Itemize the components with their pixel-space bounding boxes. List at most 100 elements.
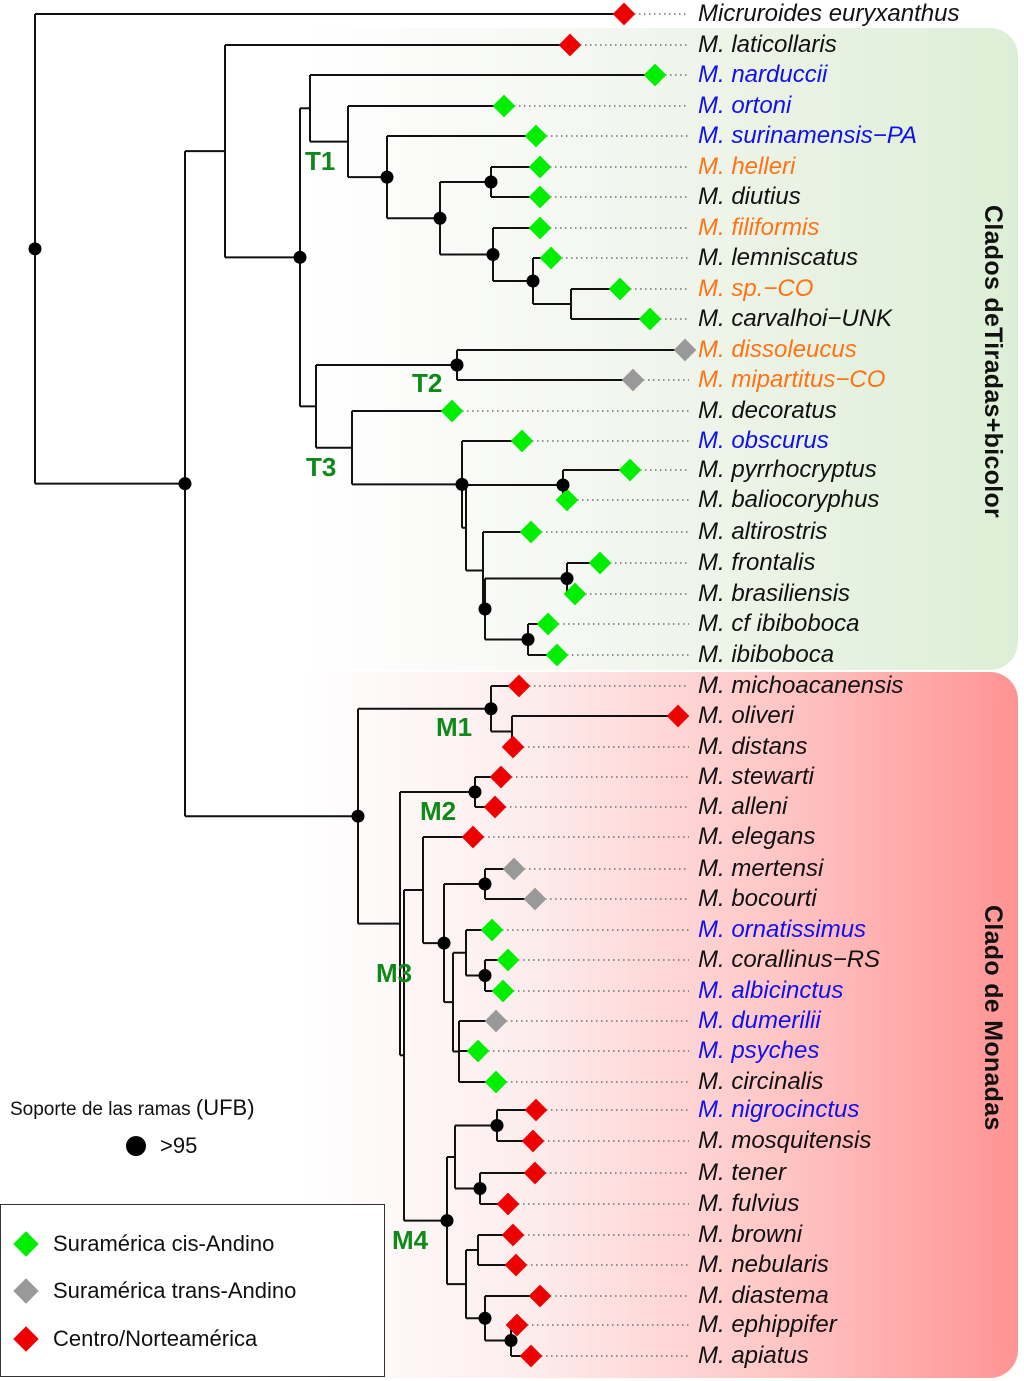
region-diamond-icon [618, 458, 642, 482]
region-diamond-icon [510, 429, 534, 453]
region-diamond-icon [505, 1313, 529, 1337]
tip-label: M. ibiboboca [698, 641, 835, 668]
tip-label: M. corallinus−RS [698, 946, 881, 973]
tip-label: M. brasiliensis [698, 580, 851, 607]
region-diamond-icon [563, 582, 587, 606]
tip-label: M. mipartitus−CO [698, 366, 886, 393]
support-legend-item: >95 [126, 1133, 197, 1159]
tip-label: M. sp.−CO [698, 275, 814, 302]
region-legend: Suramérica cis-Andino Suramérica trans-A… [0, 1204, 385, 1377]
tip-label: M. filiformis [698, 214, 820, 241]
region-diamond-icon [461, 825, 485, 849]
support-node-dot [468, 785, 482, 799]
tip-label: M. apiatus [698, 1342, 809, 1369]
tip-label: M. mertensi [698, 855, 824, 882]
clade-tag-m2: M2 [420, 796, 457, 826]
region-diamond-icon [621, 368, 645, 392]
region-diamond-icon [524, 1098, 548, 1122]
tip-label: Micruroides euryxanthus [698, 0, 960, 27]
support-node-dot [437, 936, 451, 950]
support-node-dot [440, 1214, 454, 1228]
region-diamond-icon [608, 277, 632, 301]
clade-tag-m1: M1 [436, 712, 473, 742]
tip-label: M. cf ibiboboca [698, 610, 860, 637]
region-diamond-icon [489, 765, 513, 789]
tip-label: M. pyrrhocryptus [698, 456, 877, 483]
tip-label: M. ortoni [698, 92, 792, 119]
tip-label: M. browni [698, 1221, 803, 1248]
region-diamond-icon [491, 979, 515, 1003]
region-diamond-icon [504, 1253, 528, 1277]
clade-tag-t2: T2 [412, 368, 443, 398]
support-node-dot [28, 242, 42, 256]
region-diamond-icon [466, 1039, 490, 1063]
support-node-dot [455, 477, 469, 491]
tip-label: M. nebularis [698, 1251, 829, 1278]
tip-label: M. diastema [698, 1282, 829, 1309]
region-diamond-icon [484, 1070, 508, 1094]
region-diamond-icon [545, 643, 569, 667]
tip-label: M. dissoleucus [698, 336, 857, 363]
tip-label: M. michoacanensis [698, 672, 904, 699]
region-diamond-icon [496, 1192, 520, 1216]
support-node-dot [351, 809, 365, 823]
tip-label: M. baliocoryphus [698, 486, 880, 513]
tip-label: M. stewarti [698, 763, 815, 790]
region-diamond-icon [501, 1223, 525, 1247]
legend-row-trans-andino: Suramérica trans-Andino [13, 1278, 296, 1304]
region-diamond-icon [643, 63, 667, 87]
tip-label: M. surinamensis−PA [698, 122, 917, 149]
region-diamond-icon [496, 948, 520, 972]
tip-label: M. tener [698, 1159, 787, 1186]
support-node-dot [478, 602, 492, 616]
region-diamond-icon [558, 33, 582, 57]
tip-label: M. ephippifer [698, 1311, 837, 1338]
support-node-dot [178, 477, 192, 491]
tip-label: M. fulvius [698, 1190, 800, 1217]
region-diamond-icon [492, 94, 516, 118]
support-legend-title: Soporte de las ramas (UFB) [10, 1095, 255, 1121]
region-diamond-icon [555, 488, 579, 512]
support-dot-icon [126, 1136, 146, 1156]
tip-label: M. oliveri [698, 702, 795, 729]
support-node-dot [526, 274, 540, 288]
support-node-dot [490, 1119, 504, 1132]
support-node-dot [504, 1334, 518, 1347]
support-node-dot [473, 1182, 487, 1195]
legend-row-centro-norteamerica: Centro/Norteamérica [13, 1326, 257, 1352]
tip-label: M. alleni [698, 793, 788, 820]
support-legend-item-label: >95 [160, 1133, 198, 1158]
tip-label: M. narduccii [698, 61, 828, 88]
region-diamond-icon [612, 2, 636, 26]
clade-highlight-monadas [300, 672, 1018, 1378]
support-node-dot [484, 175, 498, 189]
region-diamond-icon [524, 124, 548, 148]
region-diamond-icon [483, 795, 507, 819]
support-node-dot [478, 1311, 492, 1325]
support-node-dot [293, 250, 307, 264]
region-diamond-icon [523, 887, 547, 911]
region-diamond-icon [539, 246, 563, 270]
tip-label: M. albicinctus [698, 977, 844, 1004]
region-diamond-icon [638, 307, 662, 331]
region-diamond-icon [501, 735, 525, 759]
region-diamond-icon [523, 1161, 547, 1185]
region-diamond-icon [528, 1284, 552, 1308]
region-diamond-icon [484, 1009, 508, 1033]
tip-label: M. elegans [698, 823, 816, 850]
tip-label: M. dumerilii [698, 1007, 821, 1034]
support-node-dot [560, 572, 574, 585]
tip-label: M. diutius [698, 183, 801, 210]
tip-label: M. distans [698, 733, 808, 760]
tip-label: M. circinalis [698, 1068, 824, 1095]
region-diamond-icon [519, 520, 543, 544]
tip-label: M. decoratus [698, 397, 837, 424]
legend-label-cis-andino: Suramérica cis-Andino [53, 1231, 275, 1256]
tip-label: M. psyches [698, 1037, 820, 1064]
support-node-dot [556, 478, 570, 492]
clade-tag-m3: M3 [376, 958, 413, 988]
region-diamond-icon [528, 185, 552, 209]
tip-label: M. carvalhoi−UNK [698, 305, 893, 332]
clade-tag-t3: T3 [306, 452, 337, 482]
clade-title-monadas: Clado de Monadas [979, 905, 1007, 1131]
